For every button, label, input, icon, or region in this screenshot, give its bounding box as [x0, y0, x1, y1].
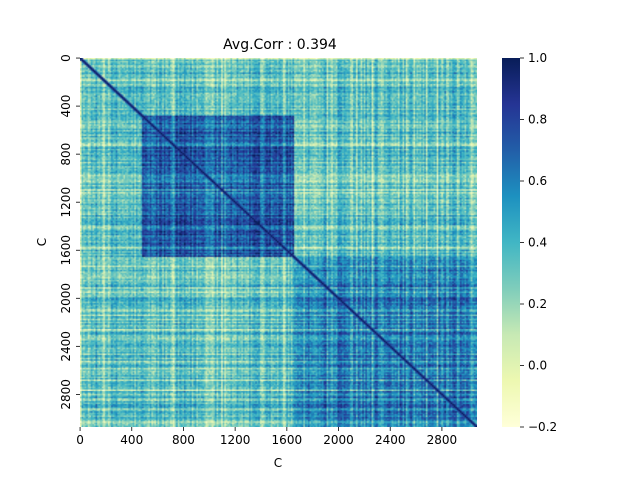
x-tick-label: 2400 [375, 433, 406, 447]
chart-title: Avg.Corr : 0.394 [223, 37, 337, 53]
x-tick-label: 0 [76, 433, 84, 447]
y-tick-label: 800 [59, 143, 73, 166]
colorbar-tick-label: 0.0 [528, 359, 547, 373]
y-axis-label: C [35, 238, 49, 246]
colorbar-ticks: −0.2 0.0 0.2 0.4 0.6 0.8 1.0 [520, 51, 557, 434]
x-tick-label: 800 [172, 433, 195, 447]
colorbar-tick-label: 0.2 [528, 297, 547, 311]
heatmap-area [80, 58, 477, 427]
colorbar-tick-label: 0.4 [528, 236, 547, 250]
x-tick-label: 400 [120, 433, 143, 447]
heatmap-image [80, 58, 477, 427]
y-tick-label: 2000 [59, 283, 73, 314]
colorbar-tick-label: 0.6 [528, 174, 547, 188]
x-tick-label: 2000 [323, 433, 354, 447]
colorbar-tick-label: −0.2 [528, 420, 557, 434]
x-tick-label: 1200 [220, 433, 251, 447]
y-axis: 0 400 800 1200 1600 2000 2400 2800 [59, 54, 80, 410]
x-tick-label: 2800 [427, 433, 458, 447]
colorbar-gradient [502, 58, 520, 427]
x-axis: 0 400 800 1200 1600 2000 2400 2800 [76, 427, 457, 447]
y-tick-label: 0 [59, 54, 73, 62]
x-tick-label: 1600 [272, 433, 303, 447]
colorbar-tick-label: 0.8 [528, 113, 547, 127]
colorbar-tick-label: 1.0 [528, 51, 547, 65]
colorbar: −0.2 0.0 0.2 0.4 0.6 0.8 1.0 [502, 51, 557, 434]
y-tick-label: 400 [59, 95, 73, 118]
y-tick-label: 2800 [59, 379, 73, 410]
y-tick-label: 2400 [59, 331, 73, 362]
y-tick-label: 1600 [59, 235, 73, 266]
x-axis-label: C [274, 456, 282, 470]
y-tick-label: 1200 [59, 187, 73, 218]
